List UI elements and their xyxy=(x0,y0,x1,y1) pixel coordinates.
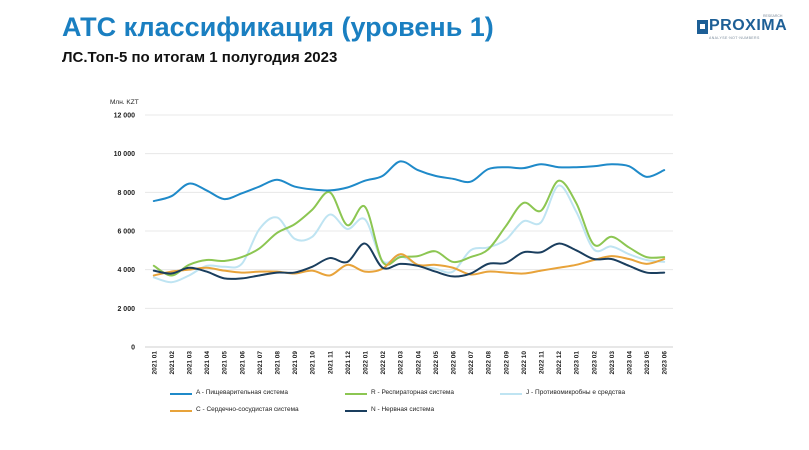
x-tick-label: 2022 10 xyxy=(521,351,528,375)
y-tick-label: 12 000 xyxy=(114,113,136,120)
x-tick-label: 2023 04 xyxy=(627,351,634,375)
series-line-4 xyxy=(152,242,666,280)
x-tick-label: 2021 10 xyxy=(310,351,317,375)
y-axis-label: Млн. KZT xyxy=(110,99,139,106)
page-title: АТС классификация (уровень 1) xyxy=(62,12,494,42)
x-tick-label: 2023 03 xyxy=(609,351,616,375)
x-tick-label: 2023 01 xyxy=(574,351,581,375)
x-tick-label: 2022 07 xyxy=(468,351,475,375)
x-tick-label: 2022 01 xyxy=(363,351,370,375)
x-tick-label: 2021 03 xyxy=(187,351,194,375)
chart-legend: A - Пищеварительная система R - Респирато… xyxy=(170,388,690,428)
legend-swatch xyxy=(345,393,367,395)
x-tick-label: 2021 02 xyxy=(169,351,176,375)
legend-swatch xyxy=(345,410,367,412)
y-tick-label: 8 000 xyxy=(117,190,135,197)
x-tick-label: 2021 08 xyxy=(275,351,282,375)
x-tick-label: 2021 01 xyxy=(151,351,158,375)
proxima-logo-icon xyxy=(697,20,708,34)
series-line-2 xyxy=(152,184,666,284)
proxima-logo: PROXIMA RESEARCH ANALYSE·NOT·NUMBERS xyxy=(697,14,789,44)
x-tick-label: 2023 05 xyxy=(644,351,651,375)
y-tick-label: 6 000 xyxy=(117,229,135,236)
x-tick-label: 2022 06 xyxy=(451,351,458,375)
x-tick-label: 2021 12 xyxy=(345,351,352,375)
x-tick-label: 2021 09 xyxy=(292,351,299,375)
series-line-3 xyxy=(152,253,666,277)
x-tick-label: 2021 05 xyxy=(222,351,229,375)
x-tick-label: 2021 11 xyxy=(327,351,334,375)
x-tick-label: 2021 06 xyxy=(239,351,246,375)
x-tick-label: 2022 05 xyxy=(433,351,440,375)
legend-swatch xyxy=(170,393,192,395)
legend-label: N - Нервная система xyxy=(371,406,435,413)
series-line-0 xyxy=(152,160,666,203)
x-tick-label: 2022 04 xyxy=(415,351,422,375)
y-tick-label: 0 xyxy=(131,345,135,352)
y-tick-label: 10 000 xyxy=(114,151,136,158)
x-tick-label: 2022 12 xyxy=(556,351,563,375)
legend-label: R - Респираторная система xyxy=(371,389,455,396)
logo-tagline: ANALYSE·NOT·NUMBERS xyxy=(709,36,760,40)
legend-label: A - Пищеварительная система xyxy=(196,389,288,396)
x-tick-label: 2021 04 xyxy=(204,351,211,375)
series-line-1 xyxy=(152,179,666,277)
x-tick-label: 2022 08 xyxy=(486,351,493,375)
x-tick-label: 2023 06 xyxy=(662,351,669,375)
legend-swatch xyxy=(170,410,192,412)
legend-swatch xyxy=(500,393,522,395)
x-tick-label: 2023 02 xyxy=(591,351,598,375)
logo-name: PROXIMA xyxy=(709,17,788,34)
x-tick-label: 2022 02 xyxy=(380,351,387,375)
x-tick-label: 2022 09 xyxy=(503,351,510,375)
y-tick-label: 4 000 xyxy=(117,267,135,274)
y-tick-label: 2 000 xyxy=(117,306,135,313)
legend-label: J - Противомикробны е средства xyxy=(526,389,626,396)
logo-research: RESEARCH xyxy=(763,14,783,18)
x-tick-label: 2021 07 xyxy=(257,351,264,375)
x-tick-label: 2022 03 xyxy=(398,351,405,375)
x-tick-label: 2022 11 xyxy=(539,351,546,375)
legend-label: C - Сердечно-сосудистая система xyxy=(196,406,299,413)
page-subtitle: ЛС.Топ-5 по итогам 1 полугодия 2023 xyxy=(62,49,338,66)
